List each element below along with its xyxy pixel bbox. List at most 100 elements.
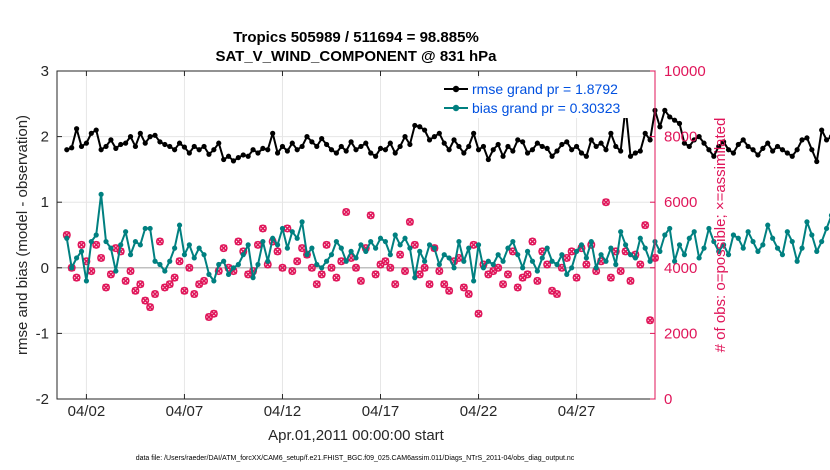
rmse-data-point <box>500 153 506 159</box>
rmse-data-point <box>328 147 335 153</box>
obs-possible-point <box>332 273 341 282</box>
bias-data-point <box>137 242 143 248</box>
rmse-data-point <box>422 127 428 133</box>
bias-data-point <box>167 258 173 264</box>
rmse-data-point <box>789 153 795 159</box>
obs-assimilated-point <box>332 274 340 282</box>
obs-possible-point <box>258 224 267 233</box>
obs-possible-point <box>552 290 561 299</box>
bias-data-point <box>735 235 741 241</box>
rmse-data-point <box>779 147 786 153</box>
rmse-data-point <box>583 153 589 159</box>
obs-possible-point <box>317 270 326 279</box>
bias-data-point <box>69 265 75 271</box>
rmse-data-point <box>377 145 384 152</box>
obs-possible-point <box>533 276 542 285</box>
bias-data-point <box>319 265 325 271</box>
obs-assimilated-point <box>293 257 301 265</box>
bias-data-point <box>662 232 668 238</box>
legend: rmse grand pr = 1.8792 bias grand pr = 0… <box>440 78 652 118</box>
obs-possible-point <box>106 270 115 279</box>
obs-possible-point <box>499 280 508 289</box>
obs-possible-point <box>190 290 199 299</box>
bias-data-point <box>534 268 540 274</box>
bias-data-point <box>725 252 732 258</box>
rmse-data-point <box>402 134 408 140</box>
bias-data-point <box>485 258 491 264</box>
obs-possible-point <box>185 263 194 272</box>
y-right-tick-label: 2000 <box>664 325 697 342</box>
obs-assimilated-point <box>352 264 360 272</box>
rmse-data-point <box>814 158 820 165</box>
bias-data-point <box>132 238 139 245</box>
bias-data-point <box>402 235 408 241</box>
obs-assimilated-point <box>107 270 115 278</box>
obs-possible-point <box>474 309 483 318</box>
bias-data-point <box>583 255 589 261</box>
rmse-data-point <box>245 153 251 159</box>
obs-assimilated-point <box>288 267 296 275</box>
rmse-data-point <box>108 137 114 143</box>
rmse-data-point <box>93 127 99 133</box>
obs-possible-point <box>253 240 262 249</box>
obs-assimilated-point <box>533 277 541 285</box>
rmse-data-point <box>309 139 315 145</box>
bias-data-point <box>716 248 722 254</box>
obs-possible-point <box>146 303 155 312</box>
rmse-data-point <box>235 154 241 161</box>
bias-data-point <box>819 238 825 245</box>
rmse-data-point <box>157 139 163 145</box>
bias-data-point <box>323 258 330 264</box>
obs-assimilated-point <box>77 241 86 249</box>
rmse-data-point <box>88 130 94 136</box>
bias-data-point <box>814 248 820 254</box>
bias-data-point <box>407 245 413 251</box>
x-tick-label: 04/17 <box>362 403 400 420</box>
obs-assimilated-point <box>190 290 198 298</box>
obs-possible-point <box>165 280 174 289</box>
bias-data-point <box>338 245 344 251</box>
rmse-data-point <box>618 148 624 154</box>
obs-possible-point <box>151 290 160 299</box>
rmse-data-point <box>353 147 359 153</box>
rmse-data-point <box>137 130 143 136</box>
bias-data-point <box>88 238 94 245</box>
rmse-data-point <box>230 158 237 164</box>
obs-assimilated-point <box>259 224 267 233</box>
obs-assimilated-point <box>641 221 649 229</box>
obs-possible-point <box>322 240 331 249</box>
obs-possible-point <box>312 280 321 289</box>
obs-possible-point <box>136 280 145 289</box>
bias-data-point <box>363 248 369 254</box>
rmse-data-point <box>466 143 472 150</box>
legend-bias-label: bias grand pr = 0.30323 <box>472 100 620 116</box>
x-tick-label: 04/27 <box>558 403 596 420</box>
rmse-data-point <box>162 141 168 148</box>
bias-data-point <box>123 229 129 235</box>
bias-data-point <box>642 245 648 251</box>
rmse-data-point <box>294 147 300 153</box>
rmse-data-point <box>206 151 212 157</box>
obs-assimilated-point <box>175 257 184 265</box>
obs-possible-point <box>170 273 179 282</box>
obs-assimilated-point <box>470 241 478 249</box>
bias-data-point <box>279 225 286 232</box>
rmse-data-point <box>225 153 232 159</box>
rmse-data-point <box>250 147 256 153</box>
obs-assimilated-point <box>337 257 345 265</box>
obs-possible-point <box>131 286 140 295</box>
obs-possible-point <box>405 217 414 226</box>
bias-data-point <box>784 229 790 235</box>
rmse-data-point <box>417 124 423 130</box>
obs-assimilated-point <box>582 260 590 269</box>
bias-data-point <box>147 225 153 232</box>
bias-data-point <box>333 238 339 245</box>
bias-data-point <box>461 258 467 264</box>
rmse-data-point <box>373 153 379 159</box>
x-axis-ticks: 04/02 04/07 04/12 04/17 04/22 04/27 <box>68 71 596 420</box>
bias-data-point <box>686 235 692 241</box>
rmse-data-point <box>382 147 389 153</box>
bias-data-point <box>475 242 482 248</box>
rmse-data-point <box>588 137 594 143</box>
plot-area <box>57 71 655 399</box>
